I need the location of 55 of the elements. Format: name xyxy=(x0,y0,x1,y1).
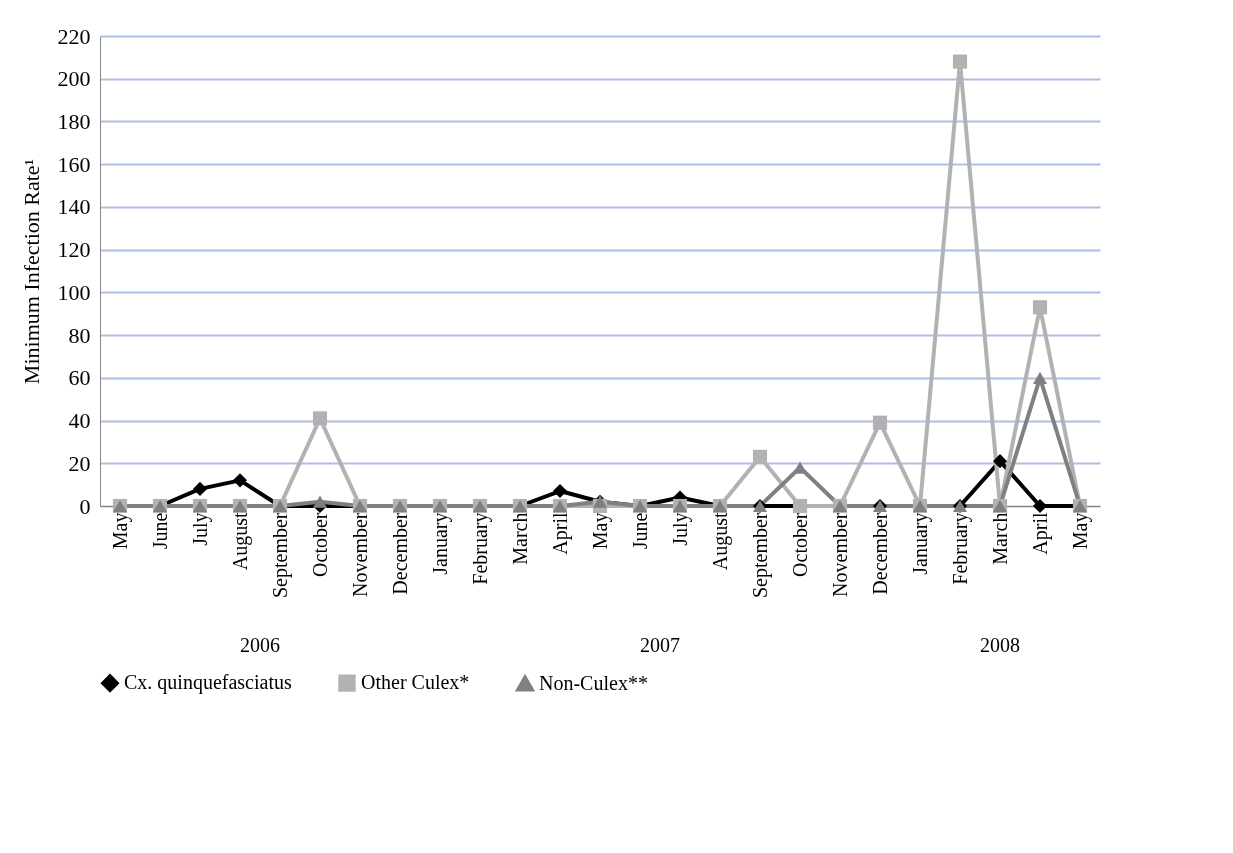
y-tick-label: 80 xyxy=(68,322,91,348)
point xyxy=(952,54,968,69)
y-tick-label: 180 xyxy=(57,108,91,134)
y-tick-label: 120 xyxy=(57,237,91,263)
x-tick-label: February xyxy=(948,512,972,585)
legend-label: Cx. quinquefasciatus xyxy=(124,671,292,695)
text: 2007 xyxy=(640,634,680,656)
x-tick-label: December xyxy=(388,512,411,595)
x-tick-label: November xyxy=(828,512,851,597)
y-tick-label: 160 xyxy=(57,151,91,177)
legend-label: Other Culex* xyxy=(361,671,470,694)
point xyxy=(752,449,768,464)
x-tick-label: October xyxy=(308,512,331,577)
text: 2006 xyxy=(240,634,280,656)
y-tick-label: 20 xyxy=(68,450,91,476)
y-tick-label: 100 xyxy=(57,279,91,305)
point xyxy=(1032,300,1048,315)
x-tick-label: December xyxy=(868,512,891,595)
x-tick-label: August xyxy=(228,512,252,571)
y-tick-label: 200 xyxy=(57,66,91,92)
y-axis-title: Minimum Infection Rate¹ xyxy=(18,158,44,385)
y-tick-label: 0 xyxy=(79,493,91,519)
x-tick-label: June xyxy=(148,512,171,550)
y-tick-label: 140 xyxy=(57,194,91,220)
x-tick-label: September xyxy=(748,512,772,599)
y-tick-label: 40 xyxy=(68,408,91,434)
point xyxy=(312,411,328,426)
x-tick-label: January xyxy=(908,512,932,575)
x-tick-label: November xyxy=(348,512,371,597)
x-tick-label: March xyxy=(508,512,531,565)
point xyxy=(312,495,328,508)
x-tick-label: February xyxy=(468,512,492,585)
y-tick-label: 60 xyxy=(68,365,91,391)
x-tick-label: July xyxy=(188,512,212,546)
x-tick-label: April xyxy=(548,512,572,555)
point xyxy=(192,481,208,496)
x-tick-label: January xyxy=(428,512,452,575)
x-tick-label: May xyxy=(1068,512,1092,550)
y-tick-label: 220 xyxy=(57,23,91,49)
legend-label: Non-Culex** xyxy=(539,671,648,694)
text: 2008 xyxy=(980,634,1020,656)
x-tick-label: April xyxy=(1028,512,1052,555)
x-tick-label: May xyxy=(588,512,612,550)
x-tick-label: May xyxy=(108,512,132,550)
x-tick-label: September xyxy=(268,512,292,599)
point xyxy=(1032,371,1048,384)
x-tick-label: June xyxy=(628,512,651,550)
x-tick-label: August xyxy=(708,512,732,571)
point xyxy=(872,415,888,430)
point xyxy=(232,473,248,488)
x-tick-label: March xyxy=(988,512,1011,565)
point xyxy=(992,454,1008,469)
point xyxy=(552,483,568,499)
x-tick-label: July xyxy=(668,512,692,546)
x-tick-label: October xyxy=(788,512,811,577)
